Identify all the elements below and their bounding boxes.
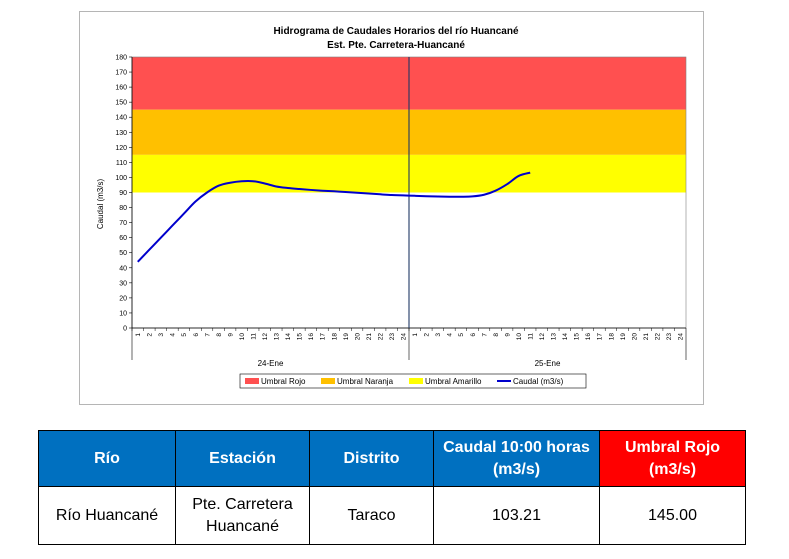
legend-label-umbral-naranja: Umbral Naranja bbox=[337, 377, 394, 386]
y-tick-label: 50 bbox=[119, 250, 127, 257]
y-tick-label: 180 bbox=[115, 55, 127, 62]
header-caudal: Caudal 10:00 horas (m3/s) bbox=[433, 430, 600, 487]
series-line-caudal bbox=[137, 171, 531, 263]
x-tick-label: 8 bbox=[493, 333, 500, 337]
x-tick-label: 1 bbox=[412, 333, 419, 337]
header-umbral-rojo: Umbral Rojo (m3/s) bbox=[599, 430, 746, 487]
x-tick-label: 13 bbox=[551, 333, 558, 341]
y-tick-label: 10 bbox=[119, 310, 127, 317]
x-tick-label: 5 bbox=[458, 333, 465, 337]
x-tick-label: 12 bbox=[262, 333, 269, 341]
cell-estacion: Pte. Carretera Huancané bbox=[175, 486, 310, 545]
x-tick-label: 18 bbox=[608, 333, 615, 341]
y-tick-label: 90 bbox=[119, 190, 127, 197]
y-tick-label: 150 bbox=[115, 100, 127, 107]
x-tick-label: 10 bbox=[239, 333, 246, 341]
x-tick-label: 8 bbox=[216, 333, 223, 337]
y-tick-label: 160 bbox=[115, 85, 127, 92]
x-tick-label: 12 bbox=[539, 333, 546, 341]
header-rio: Río bbox=[38, 430, 176, 487]
table-header-row: Río Estación Distrito Caudal 10:00 horas… bbox=[38, 430, 746, 487]
x-tick-label: 13 bbox=[274, 333, 281, 341]
x-tick-label: 24 bbox=[678, 333, 685, 341]
x-tick-label: 20 bbox=[354, 333, 361, 341]
x-tick-label: 9 bbox=[504, 333, 511, 337]
x-tick-label: 6 bbox=[193, 333, 200, 337]
x-tick-label: 23 bbox=[389, 333, 396, 341]
x-tick-label: 17 bbox=[320, 333, 327, 341]
x-tick-label: 14 bbox=[285, 333, 292, 341]
header-estacion: Estación bbox=[175, 430, 310, 487]
x-tick-label: 22 bbox=[377, 333, 384, 341]
y-tick-label: 140 bbox=[115, 115, 127, 122]
legend-label-umbral-rojo: Umbral Rojo bbox=[261, 377, 306, 386]
x-tick-label: 4 bbox=[170, 333, 177, 337]
x-tick-label: 9 bbox=[227, 333, 234, 337]
x-tick-label: 24 bbox=[401, 333, 408, 341]
y-tick-label: 30 bbox=[119, 280, 127, 287]
x-tick-label: 20 bbox=[631, 333, 638, 341]
x-axis: 1 2 3 4 5 6 7 8 9 10 11 12 13 14 15 16 17 18 19 20 21 22 23 24 1… bbox=[131, 327, 687, 368]
x-tick-label: 16 bbox=[308, 333, 315, 341]
x-tick-label: 18 bbox=[331, 333, 338, 341]
x-tick-label: 15 bbox=[574, 333, 581, 341]
y-tick-label: 60 bbox=[119, 235, 127, 242]
legend-label-caudal-m3-s: Caudal (m3/s) bbox=[513, 377, 564, 386]
x-tick-label: 22 bbox=[654, 333, 661, 341]
series-lines bbox=[137, 57, 531, 328]
day-label-25-ene: 25-Ene bbox=[535, 359, 561, 368]
x-tick-label: 1 bbox=[135, 333, 142, 337]
x-tick-label: 19 bbox=[620, 333, 627, 341]
y-tick-label: 80 bbox=[119, 205, 127, 212]
chart-title: Hidrograma de Caudales Horarios del río … bbox=[273, 26, 519, 37]
x-tick-label: 10 bbox=[516, 333, 523, 341]
cell-rio: Río Huancané bbox=[38, 486, 176, 545]
x-tick-label: 14 bbox=[562, 333, 569, 341]
x-tick-label: 23 bbox=[666, 333, 673, 341]
x-tick-label: 17 bbox=[597, 333, 604, 341]
x-tick-label: 21 bbox=[366, 333, 373, 341]
y-tick-label: 120 bbox=[115, 145, 127, 152]
x-tick-label: 2 bbox=[424, 333, 431, 337]
x-tick-label: 16 bbox=[585, 333, 592, 341]
y-tick-label: 170 bbox=[115, 70, 127, 77]
hydrograph-chart: Hidrograma de Caudales Horarios del río … bbox=[96, 26, 687, 389]
y-tick-label: 130 bbox=[115, 130, 127, 137]
x-tick-label: 21 bbox=[643, 333, 650, 341]
y-tick-label: 0 bbox=[123, 326, 127, 333]
x-tick-label: 7 bbox=[481, 333, 488, 337]
cell-distrito: Taraco bbox=[309, 486, 434, 545]
legend-swatch-umbral-naranja bbox=[321, 378, 335, 384]
x-tick-label: 2 bbox=[147, 333, 154, 337]
y-tick-label: 70 bbox=[119, 220, 127, 227]
legend: Umbral Rojo Umbral Naranja Umbral Amarillo… bbox=[239, 373, 587, 389]
x-tick-label: 6 bbox=[470, 333, 477, 337]
x-tick-label: 7 bbox=[204, 333, 211, 337]
chart-frame: Hidrograma de Caudales Horarios del río … bbox=[79, 11, 704, 405]
x-tick-label: 4 bbox=[447, 333, 454, 337]
y-tick-label: 40 bbox=[119, 265, 127, 272]
y-tick-label: 20 bbox=[119, 295, 127, 302]
station-info-table: Río Estación Distrito Caudal 10:00 horas… bbox=[38, 430, 746, 545]
cell-umbral-rojo: 145.00 bbox=[599, 486, 746, 545]
y-axis: 0 10 20 30 40 50 60 70 80 90 100 110 120 130 140 150 160… bbox=[115, 55, 133, 333]
table-row: Río Huancané Pte. Carretera Huancané Tar… bbox=[38, 486, 746, 545]
chart-subtitle: Est. Pte. Carretera-Huancané bbox=[327, 40, 465, 51]
cell-caudal: 103.21 bbox=[433, 486, 600, 545]
x-tick-label: 19 bbox=[343, 333, 350, 341]
legend-swatch-umbral-rojo bbox=[245, 378, 259, 384]
x-tick-label: 15 bbox=[297, 333, 304, 341]
x-tick-label: 11 bbox=[250, 333, 257, 340]
legend-label-umbral-amarillo: Umbral Amarillo bbox=[425, 377, 482, 386]
x-tick-label: 3 bbox=[158, 333, 165, 337]
day-label-24-ene: 24-Ene bbox=[258, 359, 284, 368]
legend-swatch-umbral-amarillo bbox=[409, 378, 423, 384]
x-tick-label: 3 bbox=[435, 333, 442, 337]
x-tick-label: 11 bbox=[527, 333, 534, 340]
y-tick-label: 110 bbox=[116, 160, 127, 167]
header-distrito: Distrito bbox=[309, 430, 434, 487]
y-axis-label: Caudal (m3/s) bbox=[96, 179, 105, 230]
x-tick-label: 5 bbox=[181, 333, 188, 337]
y-tick-label: 100 bbox=[115, 175, 127, 182]
